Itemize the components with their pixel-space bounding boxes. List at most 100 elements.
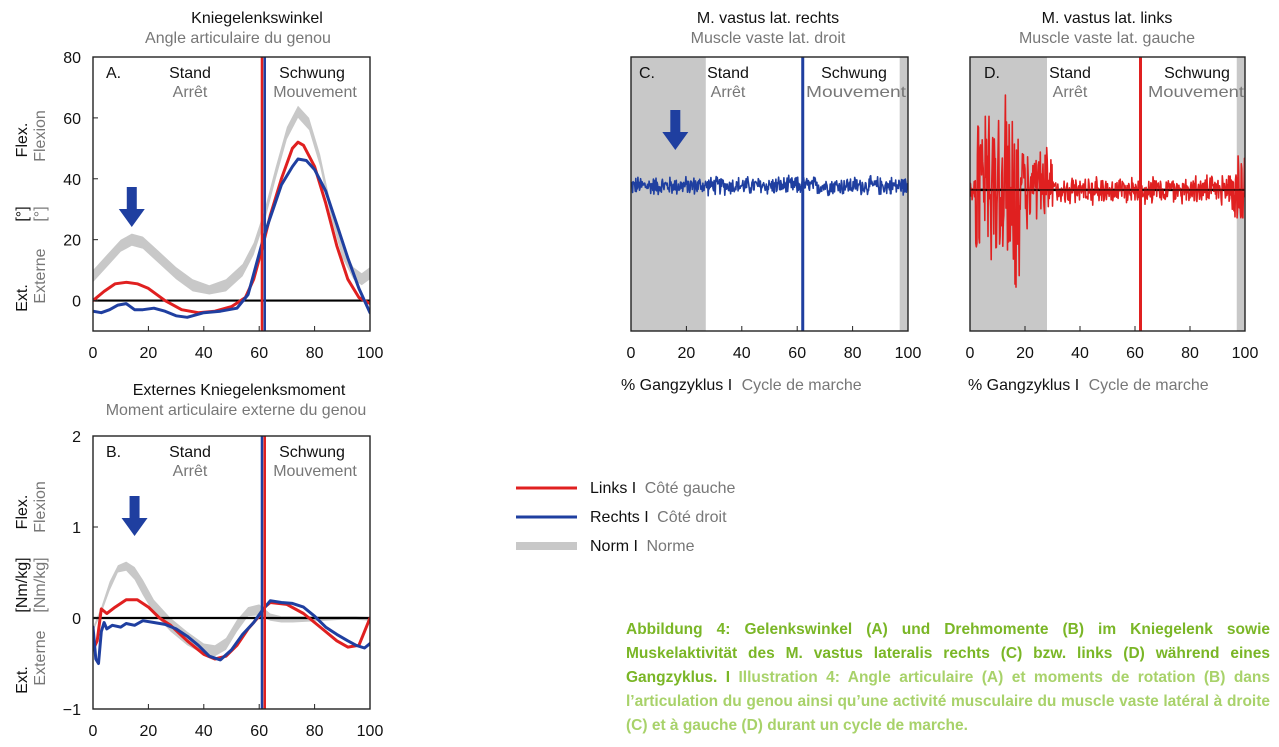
- panel-b-ytick-label: 0: [72, 611, 81, 628]
- panel-c-title: M. vastus lat. rechts: [697, 10, 839, 27]
- panel-d-emg-signal: [970, 94, 1245, 288]
- legend-item-left: Links I Côté gauche: [590, 480, 736, 497]
- panel-c-xlabel: % Gangzyklus I Cycle de marche: [621, 377, 862, 394]
- panel-c-xtick-label: 80: [844, 345, 862, 362]
- panel-a-title: Kniegelenkswinkel: [191, 10, 323, 27]
- panel-b-ylabel-ext: Ext.: [14, 666, 31, 694]
- panel-c-plot: [631, 57, 908, 331]
- panel-c-xtick-label: 40: [733, 345, 751, 362]
- panel-b-ytick-label: −1: [63, 702, 81, 719]
- panel-d-xlabel-fr: Cycle de marche: [1089, 377, 1209, 394]
- figure-caption: Abbildung 4: Gelenkswinkel (A) und Drehm…: [626, 618, 1270, 738]
- panel-a-swing-label: Schwung: [279, 65, 345, 82]
- panel-a-ytick-label: 0: [72, 294, 81, 311]
- panel-d-title: M. vastus lat. links: [1042, 10, 1173, 27]
- panel-a-ytick-label: 40: [63, 172, 81, 189]
- legend-norm-fr: Norme: [646, 538, 694, 555]
- panel-c: M. vastus lat. rechts Muscle vaste lat. …: [621, 10, 921, 394]
- panel-d-swing-label: Schwung: [1164, 65, 1230, 82]
- panel-b-ylabel-externe: Externe: [32, 630, 49, 685]
- panel-c-stand-label: Stand: [707, 65, 749, 82]
- panel-d: M. vastus lat. links Muscle vaste lat. g…: [966, 10, 1259, 394]
- panel-a-stand-label: Stand: [169, 65, 211, 82]
- panel-a-ytick-label: 60: [63, 111, 81, 128]
- panel-d-series-group: [970, 57, 1245, 331]
- panel-a-xtick-label: 20: [140, 345, 158, 362]
- legend-item-right: Rechts I Côté droit: [590, 509, 727, 526]
- panel-b-title: Externes Kniegelenksmoment: [133, 382, 346, 399]
- panel-a-swing-label-fr: Mouvement: [273, 84, 357, 101]
- panel-b-swing-label-fr: Mouvement: [273, 463, 357, 480]
- panel-c-swing-label: Schwung: [821, 65, 887, 82]
- panel-d-frame: [969, 56, 1246, 332]
- panel-c-xlabel-fr: Cycle de marche: [742, 377, 862, 394]
- panel-b-xtick-label: 20: [140, 723, 158, 740]
- panel-d-stand-label: Stand: [1049, 65, 1091, 82]
- legend-right-fr: Côté droit: [657, 509, 727, 526]
- panel-d-label: D.: [984, 65, 1000, 82]
- panel-b-ytick-label: 2: [72, 429, 81, 446]
- panel-c-stance-shade: [631, 57, 706, 331]
- panel-c-label: C.: [639, 65, 655, 82]
- panel-b-line-rechts: [93, 599, 370, 665]
- panel-a-line-rechts: [93, 157, 370, 319]
- panel-c-arrow-icon: [662, 110, 689, 150]
- panel-d-subtitle: Muscle vaste lat. gauche: [1019, 30, 1195, 47]
- panel-c-frame: [630, 56, 909, 332]
- panel-b-ytick-label: 1: [72, 520, 81, 537]
- panel-a-ylabel: Flex. Flexion [°] [°] Ext. Externe: [14, 110, 49, 312]
- panel-b-ylabel-flex: Flex.: [14, 495, 31, 530]
- panel-a-stand-label-fr: Arrêt: [173, 84, 208, 101]
- panel-d-xtick-label: 80: [1181, 345, 1199, 362]
- panel-c-emg-signal: [631, 174, 908, 197]
- panel-a-line-links: [93, 140, 370, 315]
- panel-b-swing-label: Schwung: [279, 444, 345, 461]
- panel-c-xtick-label: 0: [627, 345, 636, 362]
- legend: Links I Côté gauche Rechts I Côté droit …: [516, 480, 736, 555]
- panel-b-ylabel: Flex. Flexion [Nm/kg] [Nm/kg] Ext. Exter…: [14, 481, 49, 694]
- panel-a-ylabel-flex: Flex.: [14, 123, 31, 158]
- panel-d-xlabel-de: % Gangzyklus I: [968, 377, 1079, 394]
- panel-d-swing-label-fr: Mouvement: [1148, 84, 1245, 101]
- panel-d-xlabel: % Gangzyklus I Cycle de marche: [968, 377, 1209, 394]
- panel-d-xtick-label: 0: [966, 345, 975, 362]
- panel-a-ylabel-externe: Externe: [32, 248, 49, 303]
- panel-c-series-group: [631, 57, 908, 331]
- panel-b-plot: [93, 436, 370, 709]
- panel-a-subtitle: Angle articulaire du genou: [145, 30, 331, 47]
- panel-b: Externes Kniegelenksmoment Moment articu…: [14, 382, 383, 740]
- panel-b-frame: [92, 435, 371, 710]
- panel-b-stand-label: Stand: [169, 444, 211, 461]
- panel-d-plot: [970, 57, 1245, 331]
- panel-c-xtick-label: 20: [678, 345, 696, 362]
- panel-b-stand-label-fr: Arrêt: [173, 463, 208, 480]
- panel-c-subtitle: Muscle vaste lat. droit: [691, 30, 846, 47]
- panel-a-xtick-label: 0: [89, 345, 98, 362]
- panel-a-arrow-icon: [118, 187, 145, 227]
- legend-left-de: Links I: [590, 480, 636, 497]
- panel-a-frame: [92, 56, 371, 332]
- panel-a-series-group: [93, 57, 370, 331]
- panel-b-series-group: [93, 436, 370, 709]
- legend-item-norm: Norm I Norme: [590, 538, 695, 555]
- panel-d-xtick-label: 100: [1232, 345, 1259, 362]
- panel-a: Kniegelenkswinkel Angle articulaire du g…: [14, 10, 383, 362]
- panel-a-ylabel-unit-fr: [°]: [32, 206, 49, 221]
- panel-a-xtick-label: 80: [306, 345, 324, 362]
- caption-fr: Illustration 4: Angle articulaire (A) et…: [626, 669, 1270, 734]
- panel-d-ticks: 0 20 40 60 80 100: [966, 326, 1259, 362]
- panel-b-subtitle: Moment articulaire externe du genou: [106, 402, 367, 419]
- caption-de: Abbildung 4: Gelenkswinkel (A) und Drehm…: [626, 621, 1270, 686]
- panel-d-xtick-label: 40: [1071, 345, 1089, 362]
- panel-b-xtick-label: 60: [250, 723, 268, 740]
- legend-norm-de: Norm I: [590, 538, 638, 555]
- panel-c-xlabel-de: % Gangzyklus I: [621, 377, 732, 394]
- panel-c-swing-label-fr: Mouvement: [806, 84, 907, 101]
- panel-d-stand-label-fr: Arrêt: [1053, 84, 1088, 101]
- panel-c-ticks: 0 20 40 60 80 100: [627, 326, 921, 362]
- panel-a-ylabel-unit: [°]: [14, 206, 31, 221]
- panel-c-stand-label-fr: Arrêt: [711, 84, 746, 101]
- panel-d-xtick-label: 20: [1016, 345, 1034, 362]
- panel-b-ylabel-unit: [Nm/kg]: [14, 557, 31, 612]
